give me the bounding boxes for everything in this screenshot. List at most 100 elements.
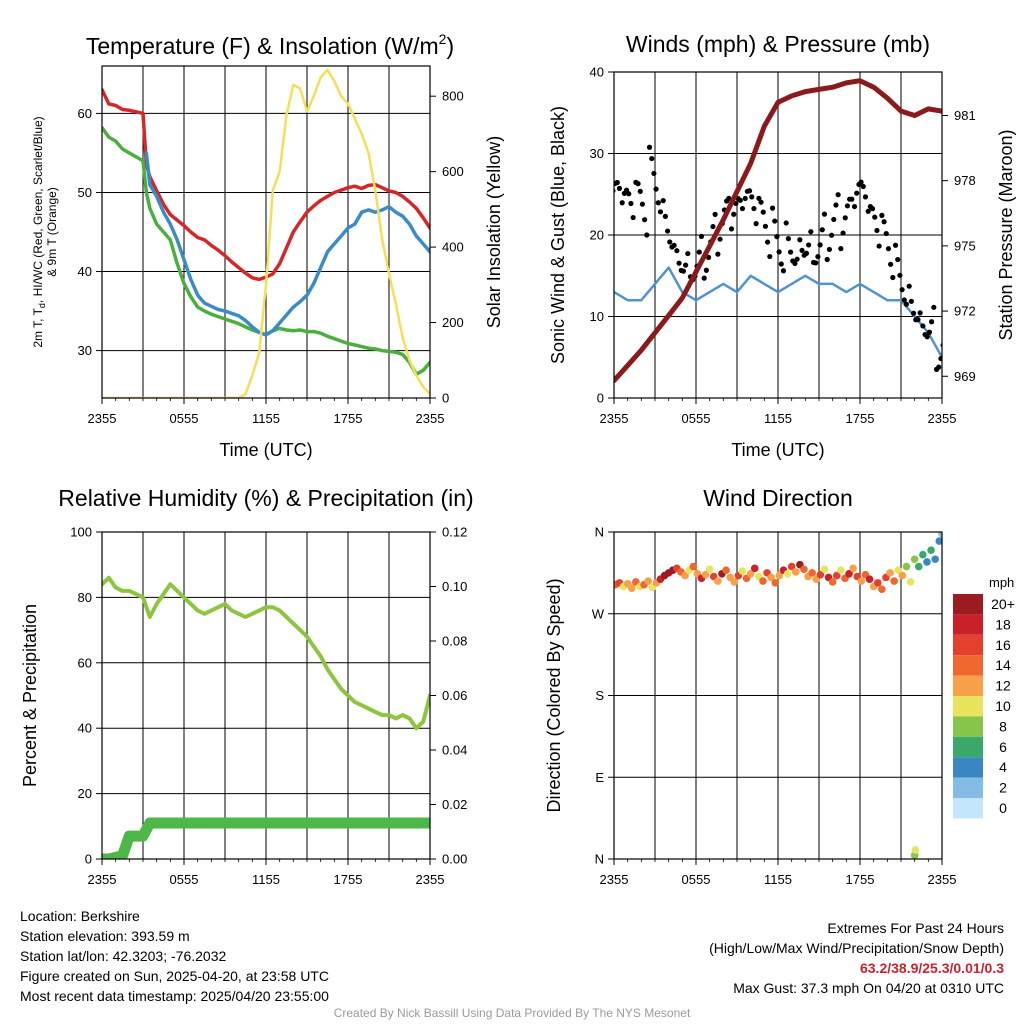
max-gust: Max Gust: 37.3 mph On 04/20 at 0310 UTC <box>733 980 1004 996</box>
direction-point <box>849 564 857 573</box>
gust-point <box>635 181 641 187</box>
gust-point <box>637 188 643 194</box>
gust-point <box>892 242 899 248</box>
chart-title: Relative Humidity (%) & Precipitation (i… <box>58 485 473 511</box>
extremes-values: 63.2/38.9/25.3/0.01/0.3 <box>859 960 1004 976</box>
gust-point <box>821 211 828 217</box>
direction-point <box>800 565 808 574</box>
direction-point <box>738 567 747 575</box>
y2-tick-label: 0.04 <box>442 743 467 758</box>
direction-point <box>775 571 784 580</box>
gust-point <box>906 283 912 289</box>
y-tick-label: 80 <box>78 590 92 605</box>
gust-point <box>901 297 907 303</box>
legend-swatch <box>953 675 983 696</box>
direction-point <box>771 579 780 587</box>
legend-swatch <box>953 798 983 819</box>
legend-swatch <box>953 614 983 635</box>
gust-point <box>712 211 718 217</box>
y-tick-label: 40 <box>78 264 92 279</box>
legend-label: 4 <box>999 759 1007 775</box>
direction-point <box>902 562 911 571</box>
gust-point <box>703 267 709 273</box>
direction-point <box>923 558 931 566</box>
gust-point <box>917 310 923 316</box>
y-tick-label: 40 <box>78 721 92 736</box>
gust-point <box>664 228 671 234</box>
y2-tick-label: 0.02 <box>442 797 467 812</box>
recent-timestamp: Most recent data timestamp: 2025/04/20 2… <box>20 988 329 1004</box>
x-axis-label: Time (UTC) <box>731 440 824 460</box>
y2-axis-label: Solar Insolation (Yellow) <box>484 136 504 328</box>
y-tick-label: 60 <box>78 106 92 121</box>
y-tick-label: 20 <box>78 786 92 801</box>
gust-point <box>833 202 839 208</box>
gust-point <box>792 260 798 267</box>
gust-point <box>826 246 832 253</box>
gust-point <box>910 310 917 316</box>
direction-point <box>681 571 689 580</box>
legend-swatch <box>953 634 983 656</box>
legend-swatch <box>953 696 983 717</box>
gust-point <box>628 200 634 207</box>
y-axis-label: 2m T, Td, HI/WC (Red, Green, Scarlet/Blu… <box>31 116 47 347</box>
gust-point <box>660 198 666 204</box>
gust-point <box>838 246 844 252</box>
legend-label: 12 <box>995 678 1011 694</box>
gust-point <box>698 233 705 239</box>
series-wc <box>144 151 430 337</box>
gust-point <box>849 196 855 202</box>
gust-point <box>844 203 851 209</box>
gust-point <box>936 364 942 370</box>
gust-point <box>696 249 702 255</box>
series-layer <box>614 78 942 384</box>
gust-point <box>785 236 791 242</box>
direction-point <box>865 575 874 584</box>
gust-point <box>619 200 625 206</box>
legend-label: 8 <box>999 718 1007 734</box>
gust-point <box>685 250 691 257</box>
gust-point <box>803 250 810 256</box>
gust-point <box>819 227 825 233</box>
extremes-title: Extremes For Past 24 Hours <box>827 920 1004 936</box>
x-tick-label: 2355 <box>88 872 117 887</box>
gust-point <box>765 239 771 245</box>
gust-point <box>938 355 942 362</box>
y-tick-label: 0 <box>597 391 604 406</box>
x-axis-label: Time (UTC) <box>219 440 312 460</box>
direction-point <box>886 569 894 577</box>
gust-point <box>614 179 620 186</box>
y-tick-label: 20 <box>590 228 604 243</box>
direction-point <box>845 569 853 578</box>
gust-point <box>879 212 885 218</box>
direction-point <box>730 578 739 586</box>
legend-label: 0 <box>999 800 1007 816</box>
gust-point <box>813 260 819 266</box>
legend-label: 14 <box>995 657 1011 673</box>
gust-point <box>881 219 887 225</box>
y2-tick-label: 800 <box>442 89 464 104</box>
gust-point <box>890 274 896 281</box>
x-tick-label: 0555 <box>682 411 711 426</box>
gust-point <box>940 342 942 348</box>
gust-point <box>862 194 869 200</box>
y2-tick-label: 0.10 <box>442 579 467 594</box>
credit-line: Created By Nick Bassill Using Data Provi… <box>333 1006 691 1020</box>
gust-point <box>888 261 894 267</box>
direction-point <box>935 537 942 545</box>
gust-point <box>799 247 805 254</box>
gust-point <box>831 216 837 223</box>
gust-point <box>815 254 821 260</box>
legend-label: 2 <box>999 780 1007 796</box>
series-relative-humidity <box>102 575 430 731</box>
direction-point <box>714 577 722 585</box>
gust-point <box>762 223 769 229</box>
gust-point <box>924 334 930 340</box>
gust-point <box>865 208 871 214</box>
gust-point <box>817 242 823 248</box>
x-tick-label: 1755 <box>334 872 363 887</box>
gust-point <box>683 262 689 268</box>
gust-point <box>824 256 830 263</box>
direction-point <box>783 569 792 578</box>
